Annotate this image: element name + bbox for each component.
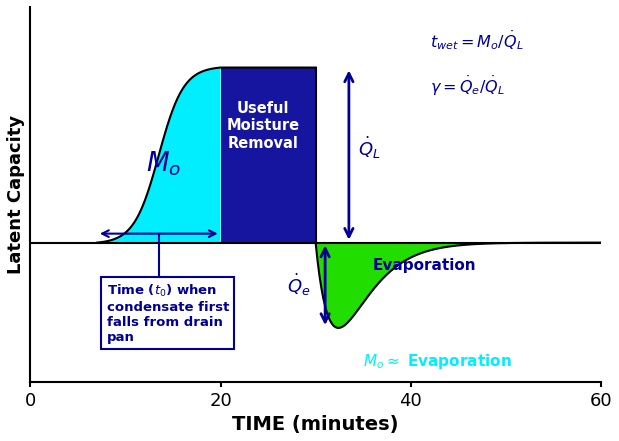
Y-axis label: Latent Capacity: Latent Capacity — [7, 115, 25, 274]
Text: Useful
Moisture
Removal: Useful Moisture Removal — [227, 101, 300, 151]
X-axis label: TIME (minutes): TIME (minutes) — [232, 415, 399, 434]
Text: $\dot{Q}_e$: $\dot{Q}_e$ — [287, 272, 311, 299]
Text: $M_o \approx$ Evaporation: $M_o \approx$ Evaporation — [363, 352, 512, 371]
Text: Time ($t_0$) when
condensate first
falls from drain
pan: Time ($t_0$) when condensate first falls… — [106, 283, 229, 344]
Text: $\dot{Q}_L$: $\dot{Q}_L$ — [358, 135, 381, 161]
Text: Evaporation: Evaporation — [373, 258, 476, 273]
Polygon shape — [220, 67, 316, 243]
Polygon shape — [97, 67, 220, 243]
Text: $\gamma = \dot{Q}_e/\dot{Q}_L$: $\gamma = \dot{Q}_e/\dot{Q}_L$ — [430, 74, 504, 97]
Text: $M_o$: $M_o$ — [146, 150, 181, 178]
Text: $t_{wet} = M_o/\dot{Q}_L$: $t_{wet} = M_o/\dot{Q}_L$ — [430, 29, 523, 52]
